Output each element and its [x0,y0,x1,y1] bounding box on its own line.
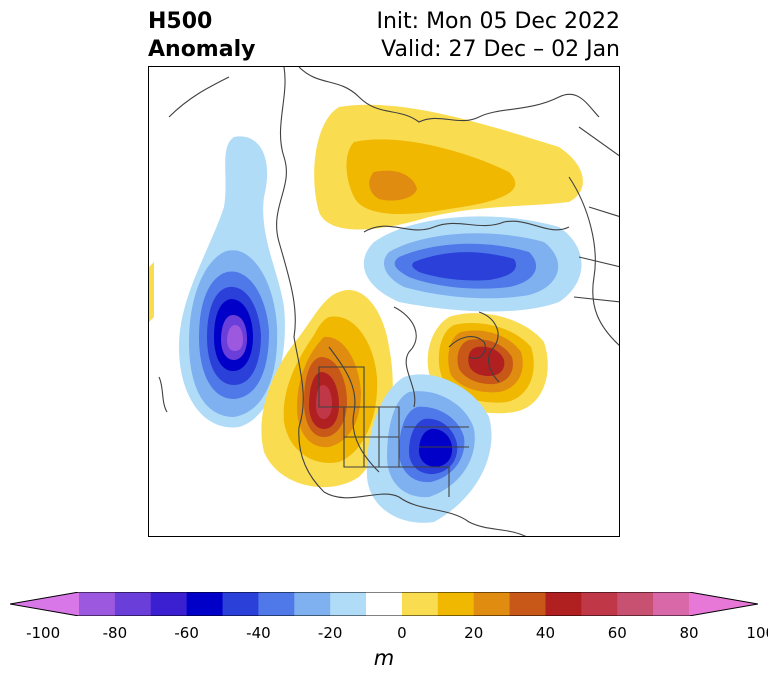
colorbar-tick-label: -60 [174,624,199,642]
negative-anomaly-east [366,374,492,523]
colorbar-cell [509,592,546,616]
colorbar-tick-label: 80 [679,624,699,642]
colorbar-cell [617,592,654,616]
colorbar-extend-high [689,592,758,616]
colorbar-cell [473,592,511,616]
colorbar-cell [437,592,475,616]
positive-anomaly-eurasia [314,104,583,230]
positive-anomaly-atlantic [427,313,548,414]
colorbar-extend-low [10,592,79,616]
negative-anomaly-arctic [363,216,582,312]
coastlines [158,67,619,536]
colorbar-cell [401,592,439,616]
anomaly-map [148,66,620,537]
colorbar-tick-label: -80 [102,624,128,642]
colorbar [10,592,758,616]
colorbar-tick-label: 20 [464,624,484,642]
colorbar-tick-label: -20 [317,624,343,642]
negative-anomaly-pacific [179,136,285,428]
positive-anomaly-west [261,290,393,488]
map-canvas [149,67,619,536]
colorbar-tick-label: -40 [246,624,271,642]
colorbar-cell [186,592,224,616]
colorbar-cell [222,592,259,616]
colorbar-cell [114,592,152,616]
title-variable: H500 [148,9,213,34]
colorbar-cell [653,592,690,616]
colorbar-cell [294,592,331,616]
colorbar-cell [150,592,188,616]
colorbar-tick-label: 40 [535,624,556,642]
colorbar-cell [258,592,295,616]
valid-range: Valid: 27 Dec – 02 Jan [381,37,620,62]
colorbar-cell [79,592,116,616]
colorbar-cell [330,592,367,616]
colorbar-cell [581,592,618,616]
title-field: Anomaly [148,37,256,62]
map-title: H500 Anomaly [148,8,255,64]
edge-positive-sliver [149,262,154,322]
colorbar-tick-label: 60 [607,624,627,642]
colorbar-tick-label: 100 [746,624,768,642]
colorbar-cell [545,592,582,616]
colorbar-tick-label: 0 [397,624,407,642]
colorbar-unit: m [373,646,395,670]
colorbar-cell [366,592,403,616]
init-date: Init: Mon 05 Dec 2022 [376,9,621,34]
map-dates: Init: Mon 05 Dec 2022 Valid: 27 Dec – 02… [377,8,621,64]
colorbar-tick-label: -100 [26,624,61,642]
